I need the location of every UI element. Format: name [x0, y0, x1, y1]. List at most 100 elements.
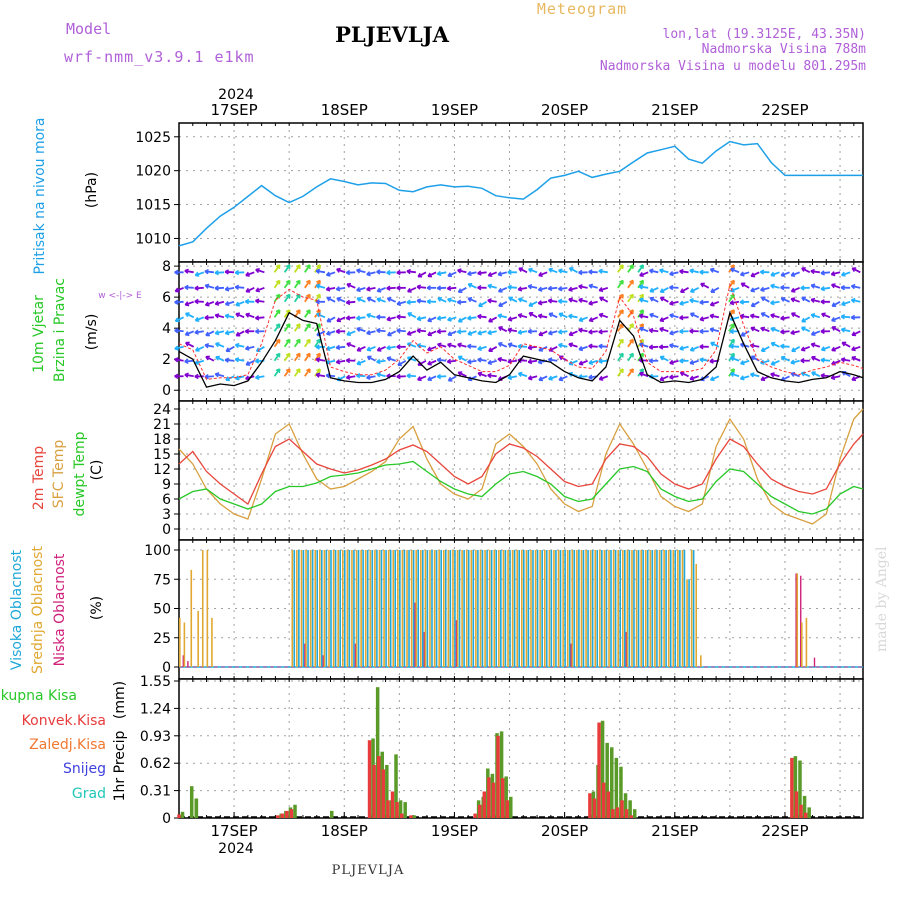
- wind-arrow-head: [335, 344, 341, 351]
- wind-arrow-head: [770, 283, 775, 289]
- wind-arrow: [659, 327, 669, 333]
- wind-arrow: [710, 375, 720, 381]
- temp-line-dewpt: [178, 460, 864, 515]
- wind-arrow: [820, 286, 831, 290]
- wind-arrow-head: [679, 288, 685, 294]
- wind-arrow-head: [639, 271, 644, 278]
- wind-arrow-head: [790, 359, 795, 365]
- wind-arrow-head: [679, 358, 684, 364]
- wind-arrow-head: [679, 328, 684, 335]
- wind-arrow-head: [497, 287, 503, 293]
- wind-arrow-head: [326, 296, 332, 302]
- wind-arrow-head: [760, 286, 765, 292]
- wind-arrow: [649, 345, 659, 349]
- wind-arrow: [750, 314, 760, 319]
- wind-arrow: [689, 299, 699, 303]
- wind-arrow-head: [356, 346, 362, 352]
- wind-arrow-head: [689, 375, 695, 381]
- precip-bars: [177, 687, 863, 818]
- model-label: Model: [66, 20, 111, 38]
- wind-arrow-head: [174, 269, 179, 276]
- wind-arrow-head: [730, 267, 735, 273]
- wind-arrow-head: [598, 329, 603, 335]
- wind-arrow-head: [850, 314, 856, 321]
- wind-arrow: [467, 359, 477, 364]
- wind-arrow-head: [285, 279, 291, 285]
- wind-arrow-head: [679, 300, 684, 306]
- wind-arrow-head: [831, 346, 836, 352]
- wind-arrow: [617, 352, 624, 362]
- wind-arrow: [750, 301, 760, 307]
- wind-arrow: [588, 284, 598, 289]
- wind-arrow: [437, 316, 447, 320]
- wind-arrow: [488, 316, 498, 323]
- wind-arrow: [811, 371, 821, 378]
- wind-arrow: [780, 330, 790, 333]
- wind-arrow-head: [195, 346, 200, 352]
- wind-arrow-head: [739, 375, 745, 381]
- wind-arrow: [356, 359, 366, 365]
- wind-arrow: [627, 264, 634, 273]
- wind-arrow-head: [810, 297, 816, 303]
- wind-arrow: [578, 359, 588, 366]
- y-tick-label: 21: [153, 417, 171, 433]
- wind-arrow-head: [598, 268, 603, 274]
- wind-arrow: [293, 279, 301, 289]
- wind-arrow-head: [275, 293, 281, 299]
- wind-arrow-head: [801, 317, 806, 323]
- precip-bar-conv: [477, 804, 482, 818]
- y-tick-label: 0.62: [140, 756, 171, 772]
- wind-arrow-head: [315, 283, 321, 289]
- wind-arrow-head: [275, 338, 281, 344]
- wind-arrow-head: [831, 302, 837, 308]
- wind-arrow-head: [710, 341, 715, 347]
- wind-arrow: [558, 286, 568, 291]
- wind-arrow: [467, 283, 477, 289]
- wind-arrow-head: [739, 271, 745, 277]
- wind-arrow-head: [174, 287, 180, 293]
- wind-arrow: [831, 359, 841, 366]
- wind-arrow-head: [174, 357, 179, 363]
- wind-arrow: [558, 312, 568, 319]
- wind-arrow-head: [578, 284, 583, 290]
- wind-arrow-head: [457, 268, 462, 274]
- wind-arrow-head: [245, 287, 251, 293]
- wind-arrow-head: [346, 282, 352, 288]
- wind-arrow-head: [669, 359, 674, 365]
- wind-arrow: [790, 372, 800, 378]
- wind-arrow: [336, 345, 346, 349]
- wind-arrow-head: [639, 371, 644, 377]
- wind-arrow: [366, 313, 376, 319]
- y-tick-label: 6: [162, 492, 171, 508]
- day-label-bottom: 18SEP: [321, 822, 368, 840]
- wind-arrow-head: [305, 279, 311, 285]
- precip-bar-total: [375, 687, 380, 818]
- wind-arrow: [649, 329, 659, 333]
- wind-arrow-head: [689, 346, 695, 352]
- wind-arrow: [649, 287, 659, 293]
- wind-arrow-head: [194, 285, 199, 291]
- wind-arrow-head: [224, 300, 230, 307]
- precip-bar-total: [628, 800, 632, 818]
- wind-arrow: [710, 341, 720, 348]
- wind-arrow: [851, 299, 861, 303]
- wind-arrow: [770, 342, 780, 348]
- wind-arrow-head: [275, 279, 281, 285]
- wind-arrow-head: [568, 313, 573, 319]
- wind-arrow-head: [770, 271, 776, 277]
- wind-arrow: [810, 270, 820, 274]
- wind-arrow-head: [629, 279, 634, 285]
- wind-arrow: [225, 330, 235, 335]
- wind-arrow-head: [629, 309, 634, 314]
- wind-arrow: [508, 343, 518, 348]
- wind-arrow-head: [568, 297, 573, 303]
- wind-arrow-head: [699, 328, 704, 335]
- wind-arrow: [214, 271, 225, 274]
- precip-bar-total: [504, 776, 508, 818]
- wind-arrow: [235, 358, 245, 362]
- wind-arrow: [346, 316, 356, 320]
- wind-arrow: [204, 375, 214, 378]
- wind-arrow: [326, 359, 336, 364]
- wind-arrow-head: [477, 270, 482, 276]
- wind-arrow-head: [386, 316, 392, 322]
